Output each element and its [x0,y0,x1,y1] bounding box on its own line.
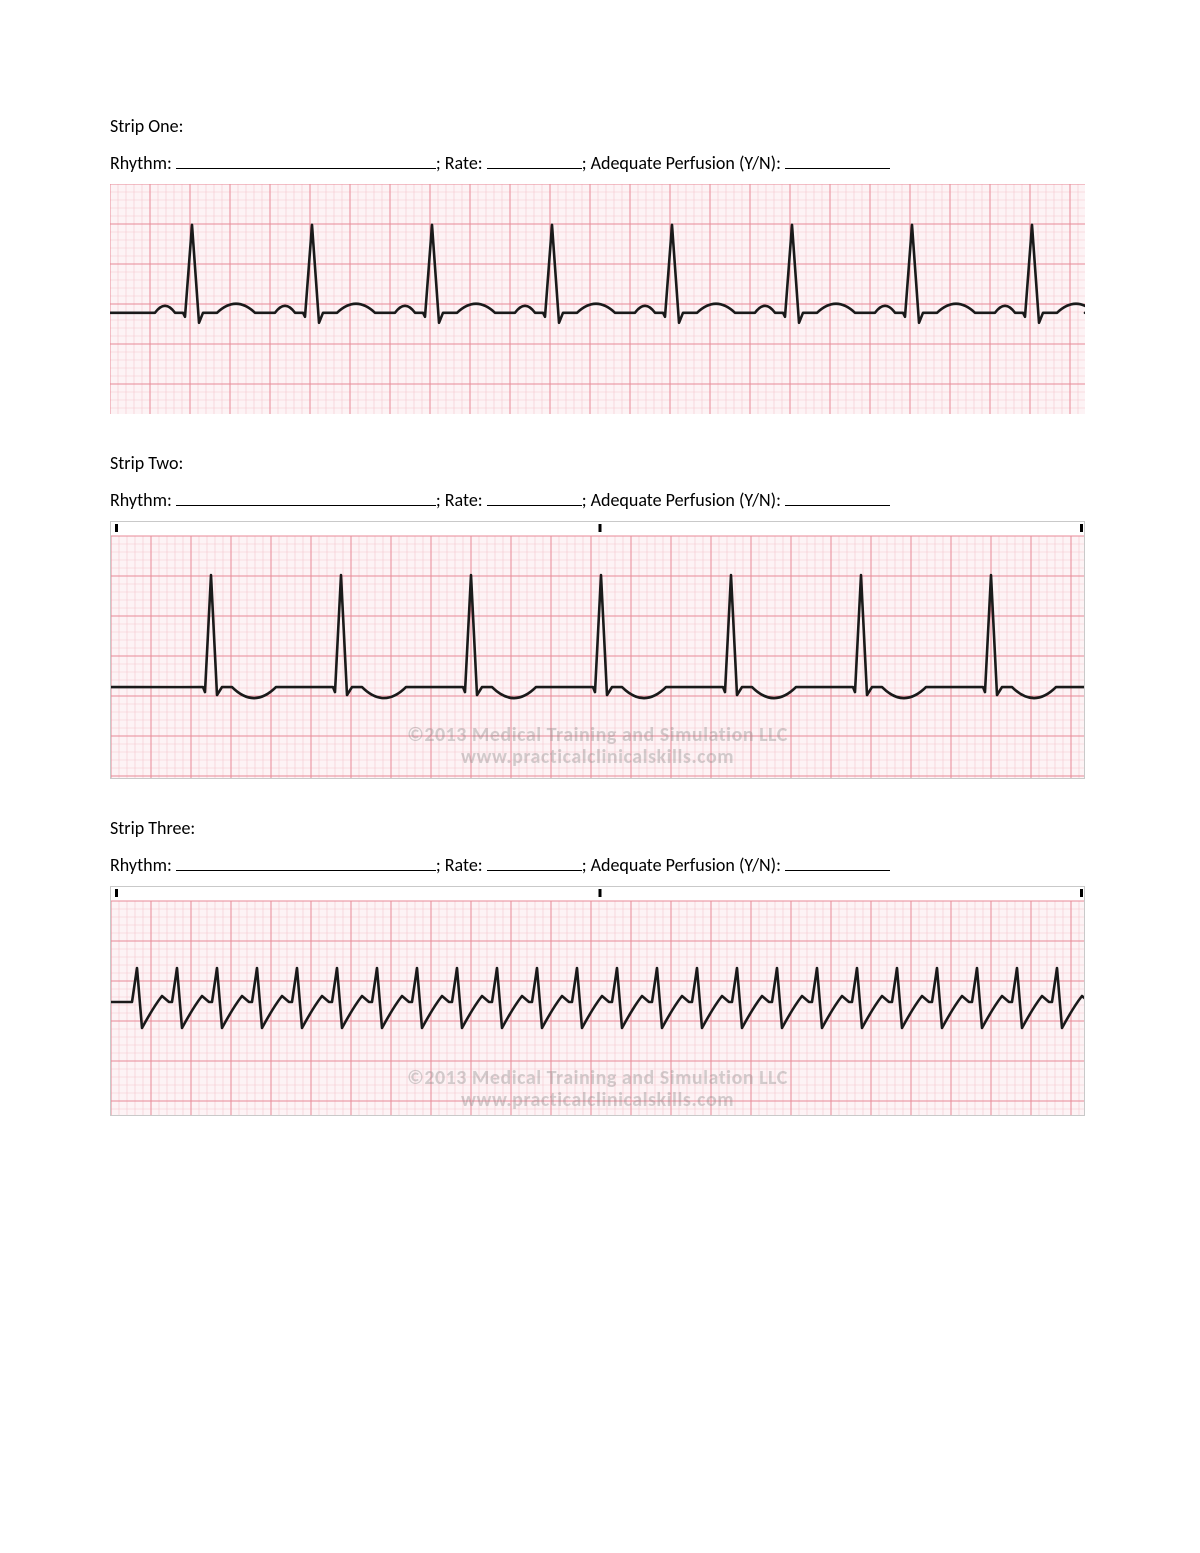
sep: ; [436,489,445,511]
rate-blank[interactable] [487,486,582,506]
rhythm-label: Rhythm: [110,854,176,876]
rate-blank[interactable] [487,149,582,169]
strip3-block: Strip Three: Rhythm: ; Rate: ; Adequate … [110,817,1090,1116]
rhythm-blank[interactable] [176,486,436,506]
rhythm-label: Rhythm: [110,489,176,511]
sep: ; [582,854,591,876]
strip3-ecg: ©2013 Medical Training and Simulation LL… [110,886,1085,1116]
sep: ; [436,854,445,876]
strip2-fields: Rhythm: ; Rate: ; Adequate Perfusion (Y/… [110,486,1090,511]
rate-label: Rate: [445,489,487,511]
perfusion-blank[interactable] [785,149,890,169]
strip1-ecg [110,184,1085,414]
strip2-title: Strip Two: [110,452,1090,474]
strip1-title: Strip One: [110,115,1090,137]
perfusion-blank[interactable] [785,486,890,506]
strip1-fields: Rhythm: ; Rate: ; Adequate Perfusion (Y/… [110,149,1090,174]
rhythm-blank[interactable] [176,149,436,169]
strip2-ecg: ©2013 Medical Training and Simulation LL… [110,521,1085,779]
strip3-fields: Rhythm: ; Rate: ; Adequate Perfusion (Y/… [110,851,1090,876]
perfusion-label: Adequate Perfusion (Y/N): [591,489,785,511]
worksheet-page: Strip One: Rhythm: ; Rate: ; Adequate Pe… [0,0,1200,1553]
strip1-block: Strip One: Rhythm: ; Rate: ; Adequate Pe… [110,115,1090,414]
rhythm-label: Rhythm: [110,152,176,174]
strip3-title: Strip Three: [110,817,1090,839]
perfusion-label: Adequate Perfusion (Y/N): [591,854,785,876]
perfusion-blank[interactable] [785,851,890,871]
strip1-svg [110,184,1085,414]
strip2-block: Strip Two: Rhythm: ; Rate: ; Adequate Pe… [110,452,1090,779]
rate-label: Rate: [445,152,487,174]
rate-blank[interactable] [487,851,582,871]
perfusion-label: Adequate Perfusion (Y/N): [591,152,785,174]
strip2-svg [111,522,1085,779]
sep: ; [436,152,445,174]
sep: ; [582,152,591,174]
sep: ; [582,489,591,511]
strip3-svg [111,887,1085,1116]
rhythm-blank[interactable] [176,851,436,871]
rate-label: Rate: [445,854,487,876]
